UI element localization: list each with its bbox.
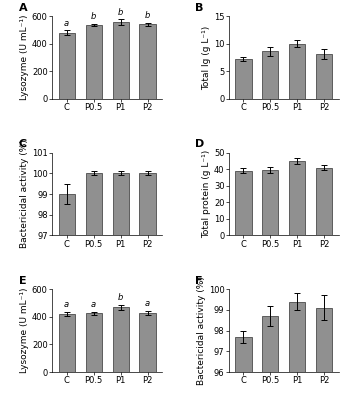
- Bar: [289, 161, 306, 235]
- Y-axis label: Total Ig (g L⁻¹): Total Ig (g L⁻¹): [202, 25, 211, 90]
- Bar: [262, 316, 279, 400]
- Text: F: F: [195, 276, 203, 286]
- Bar: [85, 173, 102, 400]
- Y-axis label: Bactericidal activity (%): Bactericidal activity (%): [197, 276, 206, 385]
- Bar: [235, 171, 252, 235]
- Text: b: b: [145, 11, 150, 20]
- Text: C: C: [19, 139, 27, 149]
- Text: a: a: [145, 299, 150, 308]
- Bar: [289, 302, 306, 400]
- Bar: [85, 25, 102, 99]
- Bar: [139, 313, 156, 372]
- Bar: [316, 168, 333, 235]
- Text: a: a: [91, 300, 96, 309]
- Bar: [139, 24, 156, 99]
- Bar: [58, 314, 75, 372]
- Bar: [289, 44, 306, 99]
- Y-axis label: Lysozyme (U mL⁻¹): Lysozyme (U mL⁻¹): [20, 15, 29, 100]
- Bar: [58, 32, 75, 99]
- Bar: [58, 194, 75, 400]
- Text: b: b: [91, 12, 96, 21]
- Text: a: a: [64, 300, 69, 310]
- Text: D: D: [195, 139, 205, 149]
- Bar: [112, 173, 129, 400]
- Y-axis label: Total protein (g L⁻¹): Total protein (g L⁻¹): [202, 150, 211, 238]
- Y-axis label: Lysozyme (U mL⁻¹): Lysozyme (U mL⁻¹): [20, 288, 29, 373]
- Bar: [112, 22, 129, 99]
- Y-axis label: Bactericidal activity (%): Bactericidal activity (%): [20, 140, 29, 248]
- Bar: [112, 307, 129, 372]
- Bar: [235, 337, 252, 400]
- Text: A: A: [19, 3, 27, 13]
- Text: b: b: [118, 293, 123, 302]
- Text: b: b: [118, 8, 123, 17]
- Text: a: a: [64, 19, 69, 28]
- Bar: [316, 54, 333, 99]
- Bar: [85, 313, 102, 372]
- Text: B: B: [195, 3, 204, 13]
- Bar: [262, 51, 279, 99]
- Text: E: E: [19, 276, 26, 286]
- Bar: [316, 308, 333, 400]
- Bar: [235, 59, 252, 99]
- Bar: [139, 173, 156, 400]
- Bar: [262, 170, 279, 235]
